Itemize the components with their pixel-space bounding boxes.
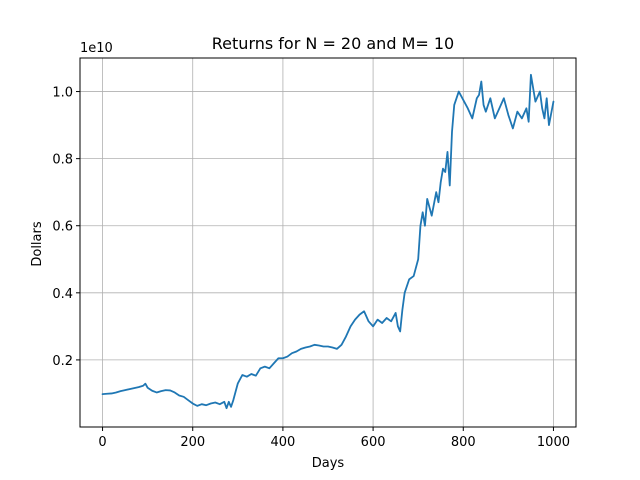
y-tick-label: 0.6 (52, 220, 73, 235)
x-tick-label: 1000 (537, 435, 570, 450)
grid (80, 58, 576, 427)
y-tick-label: 1.0 (52, 86, 73, 101)
x-tick-label: 400 (270, 435, 295, 450)
x-tick-label: 0 (98, 435, 106, 450)
x-tick-label: 200 (180, 435, 205, 450)
chart-title: Returns for N = 20 and M= 10 (212, 34, 454, 53)
x-tick-label: 600 (361, 435, 386, 450)
x-tick-label: 800 (451, 435, 476, 450)
plot-frame (79, 57, 577, 428)
series-layer (101, 73, 555, 410)
ticks: 0 200 400 600 800 1000 0.2 0.4 0.6 0.8 1.0 (52, 86, 570, 450)
y-tick-label: 0.8 (52, 153, 73, 168)
y-tick-label: 0.4 (52, 287, 73, 302)
x-axis-label: Days (312, 456, 345, 471)
series-line-0 (101, 73, 555, 410)
y-offset-label: 1e10 (80, 41, 113, 56)
y-axis-label: Dollars (30, 221, 45, 266)
y-tick-label: 0.2 (52, 354, 73, 369)
